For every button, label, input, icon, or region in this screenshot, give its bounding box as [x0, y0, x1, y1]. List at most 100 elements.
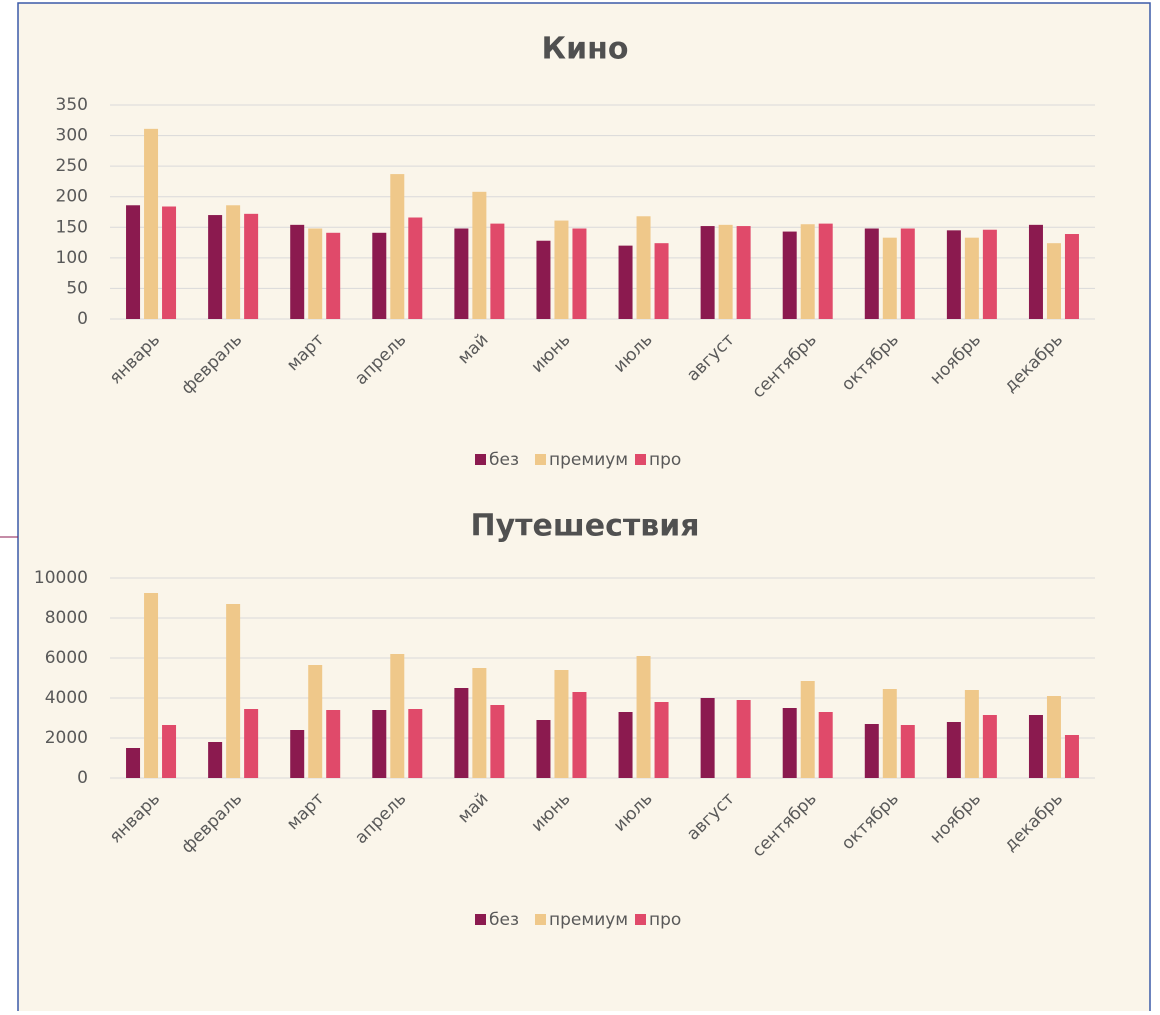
y-tick-label: 200 — [56, 187, 88, 207]
bar — [882, 689, 897, 778]
bar — [162, 725, 177, 778]
legend-label: без — [489, 910, 519, 930]
bar — [654, 702, 669, 778]
bar — [1064, 234, 1079, 319]
bar — [308, 665, 323, 778]
bar — [390, 654, 405, 778]
bar — [946, 722, 961, 778]
bar — [536, 720, 551, 778]
chart-title: Кино — [542, 32, 629, 67]
y-tick-label: 10000 — [34, 568, 88, 588]
legend-label: без — [489, 450, 519, 470]
bar — [800, 681, 815, 778]
bar — [900, 228, 915, 319]
bar — [408, 709, 423, 778]
y-tick-label: 8000 — [45, 608, 88, 628]
bar — [244, 709, 259, 778]
bar — [782, 231, 797, 319]
bar — [864, 724, 879, 778]
bar — [390, 174, 405, 319]
bar — [900, 725, 915, 778]
bar — [946, 230, 961, 319]
bar — [882, 237, 897, 319]
bar — [800, 224, 815, 319]
bar — [982, 229, 997, 319]
bar — [472, 668, 487, 778]
bar — [1028, 224, 1043, 319]
bar — [864, 228, 879, 319]
bar — [618, 712, 633, 778]
bar — [536, 240, 551, 319]
bar — [290, 224, 305, 319]
y-tick-label: 4000 — [45, 688, 88, 708]
y-tick-label: 0 — [77, 309, 88, 329]
y-tick-label: 50 — [66, 278, 88, 298]
y-tick-label: 100 — [56, 248, 88, 268]
y-tick-label: 0 — [77, 768, 88, 788]
panel — [17, 2, 1151, 1014]
legend-swatch — [535, 914, 546, 925]
bar — [718, 224, 733, 319]
bar — [1028, 715, 1043, 778]
bar — [408, 217, 423, 319]
y-tick-label: 300 — [56, 126, 88, 146]
legend-swatch — [635, 454, 646, 465]
bar — [982, 715, 997, 778]
bar — [226, 205, 241, 319]
bar — [326, 710, 341, 778]
bar — [208, 742, 223, 778]
bar — [636, 656, 651, 778]
legend-swatch — [635, 914, 646, 925]
bar — [490, 223, 505, 319]
bar — [736, 700, 751, 778]
y-tick-label: 2000 — [45, 728, 88, 748]
bar — [226, 604, 241, 778]
legend-swatch — [475, 454, 486, 465]
legend-label: премиум — [549, 910, 628, 930]
bar — [1046, 696, 1061, 778]
bar — [126, 748, 141, 778]
bar — [782, 708, 797, 778]
bar — [372, 710, 387, 778]
bar — [144, 128, 159, 319]
chart-title: Путешествия — [470, 509, 699, 544]
bar — [290, 730, 305, 778]
bar — [454, 228, 469, 319]
bar — [736, 226, 751, 319]
bar — [572, 692, 587, 778]
bar — [554, 220, 569, 319]
bar — [308, 228, 323, 319]
bar — [1046, 243, 1061, 319]
bar — [964, 690, 979, 778]
bar — [326, 232, 341, 319]
bar — [472, 191, 487, 319]
legend-swatch — [475, 914, 486, 925]
bar — [162, 206, 177, 319]
legend-label: про — [649, 910, 681, 930]
bar — [372, 232, 387, 319]
legend-label: премиум — [549, 450, 628, 470]
bar — [818, 223, 833, 319]
y-tick-label: 350 — [56, 95, 88, 115]
legend-label: про — [649, 450, 681, 470]
bar — [572, 228, 587, 319]
bar — [208, 215, 223, 319]
y-tick-label: 150 — [56, 217, 88, 237]
bar — [490, 705, 505, 778]
bar — [618, 245, 633, 319]
bar — [554, 670, 569, 778]
y-tick-label: 6000 — [45, 648, 88, 668]
legend-swatch — [535, 454, 546, 465]
bar — [636, 216, 651, 319]
bar — [144, 593, 159, 778]
bar — [700, 226, 715, 319]
bar — [654, 243, 669, 319]
bar — [126, 205, 141, 319]
y-tick-label: 250 — [56, 156, 88, 176]
bar — [1064, 735, 1079, 778]
bar — [244, 213, 259, 319]
bar — [454, 688, 469, 778]
bar — [700, 698, 715, 778]
bar — [818, 712, 833, 778]
